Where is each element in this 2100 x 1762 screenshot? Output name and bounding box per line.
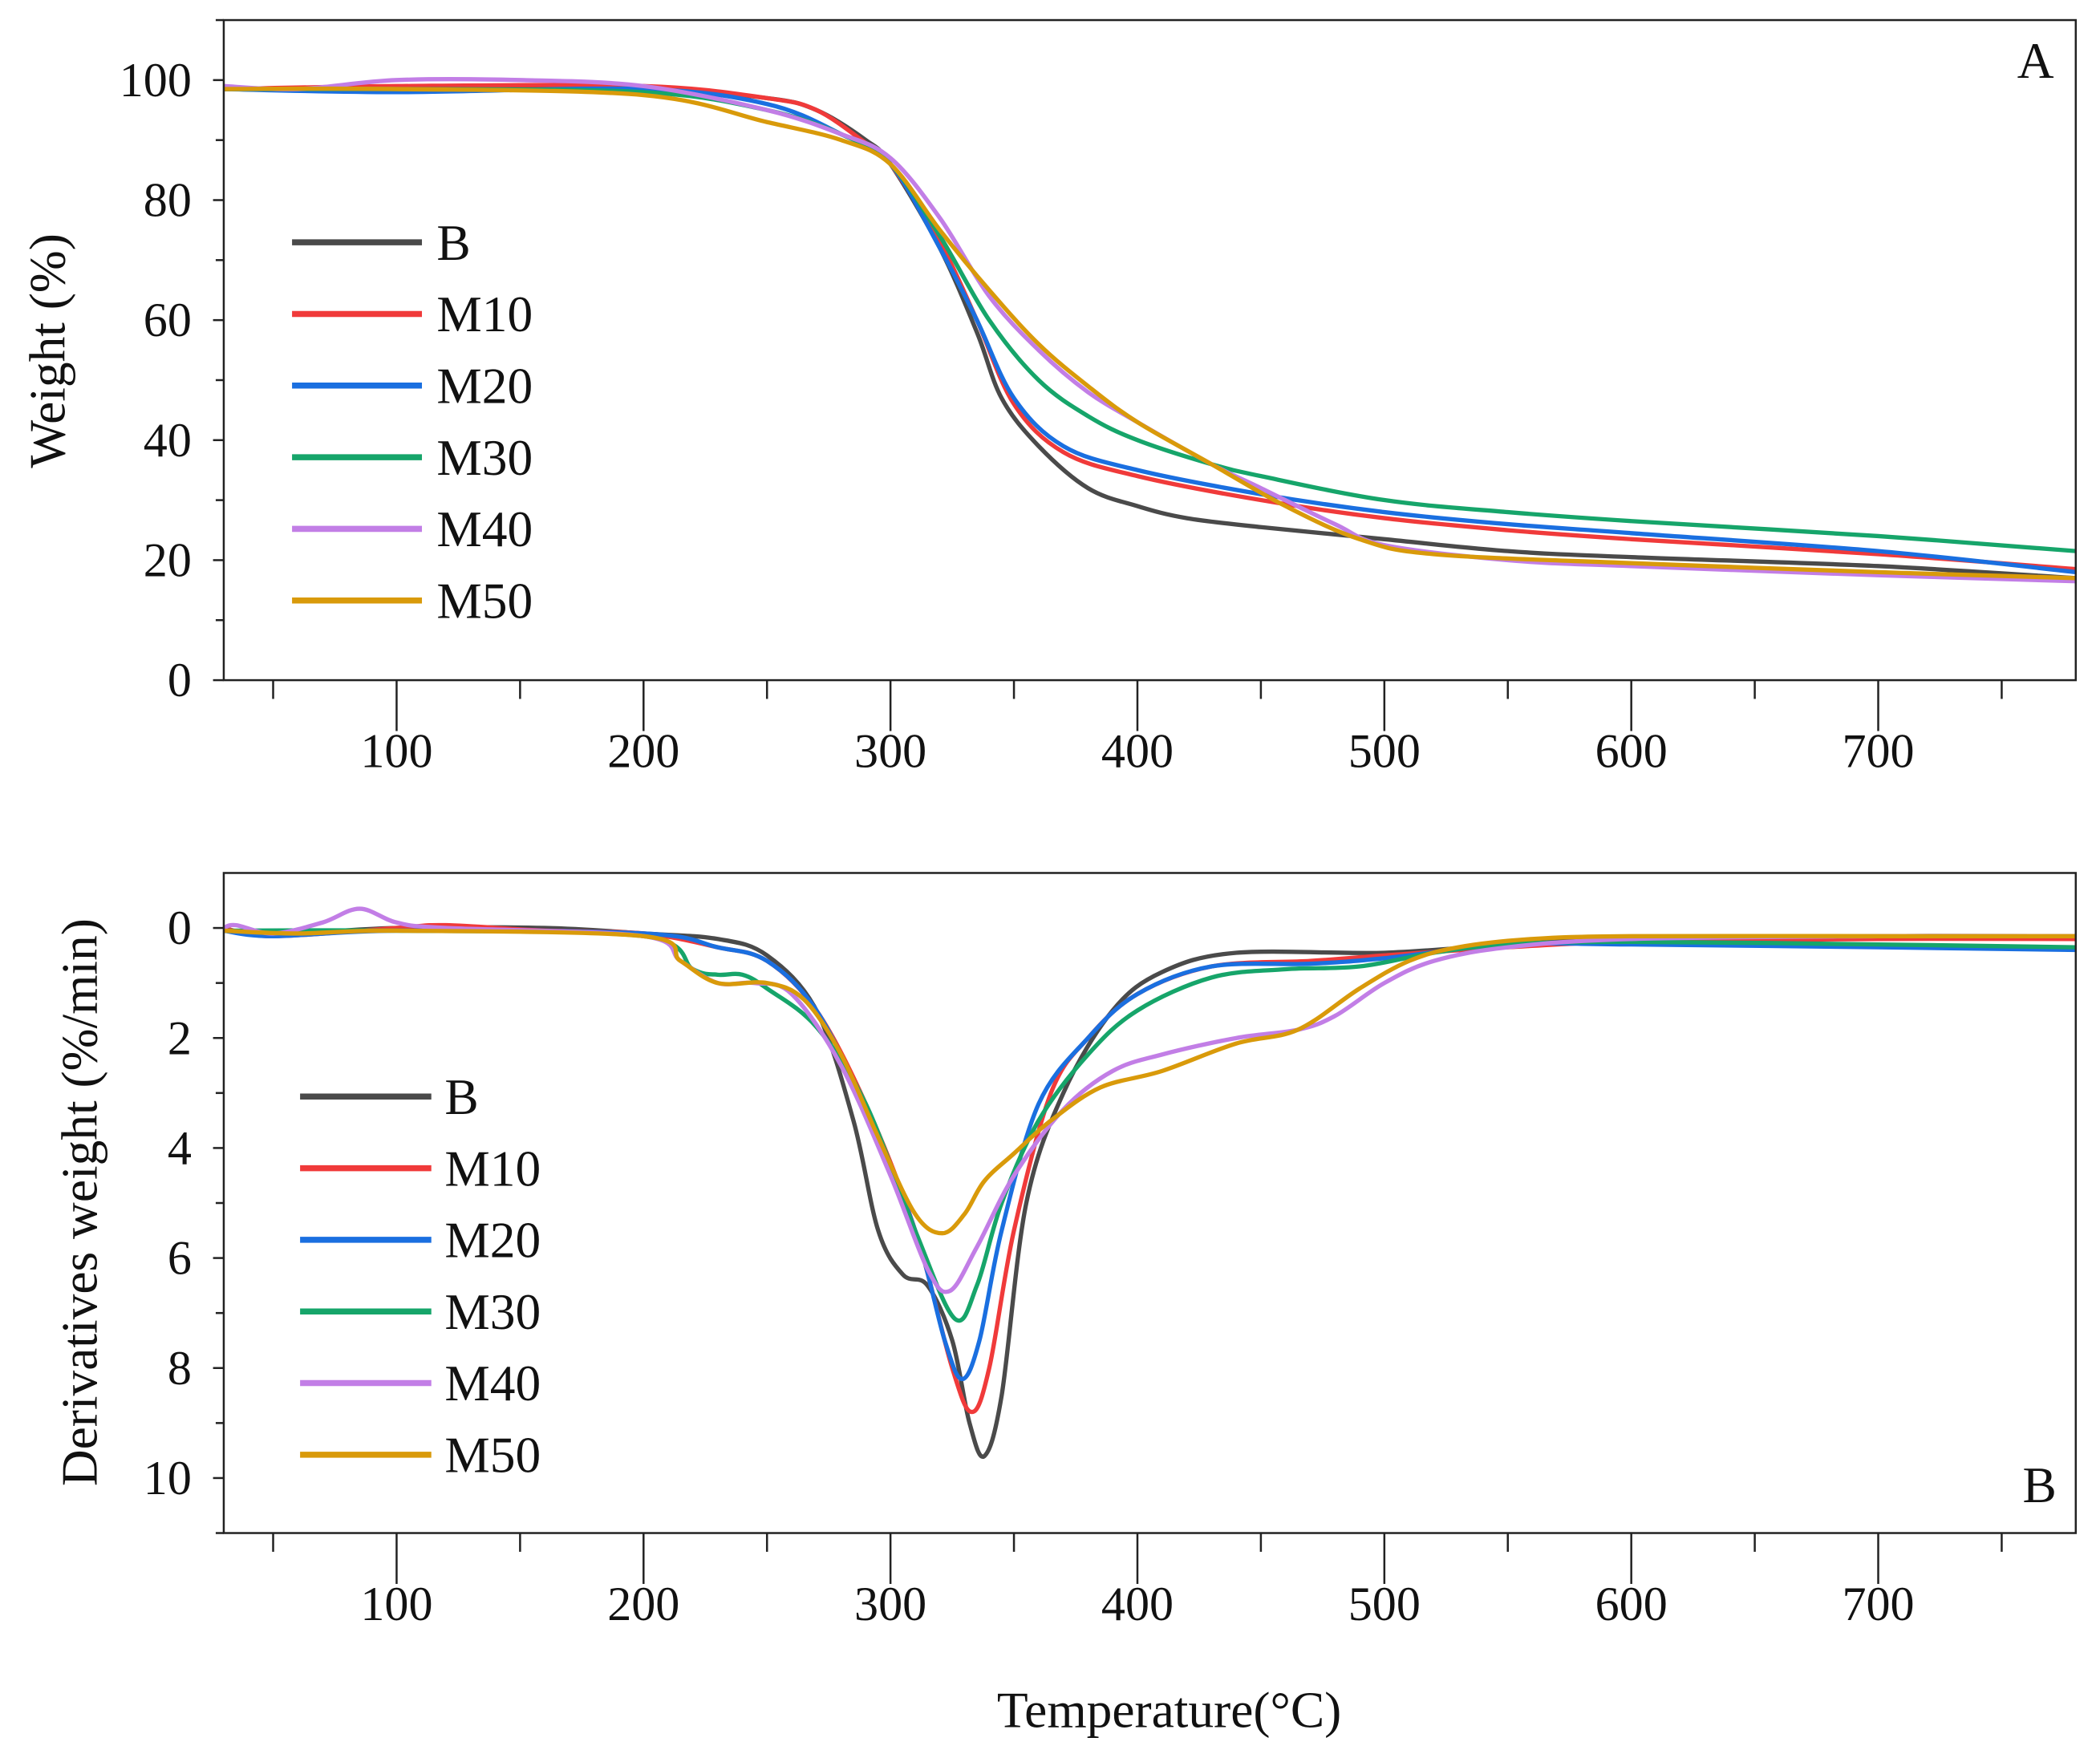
panel-letter-a: A [2017, 32, 2054, 89]
panel-letter-b: B [2023, 1456, 2057, 1513]
series-line-m50 [223, 86, 2076, 581]
series-line-m30 [223, 87, 2076, 553]
legend: B M10 M20 M30 M40 M50 [292, 214, 533, 629]
y-axis-title-b: Derivatives weight (%/min) [51, 918, 107, 1486]
y-tick-label: 20 [144, 533, 192, 587]
x-tick-label: 100 [360, 1578, 432, 1631]
legend-item: M10 [292, 286, 533, 342]
y-tick-label: 0 [168, 901, 192, 955]
x-tick-label: 300 [854, 725, 926, 779]
legend-label: B [436, 214, 470, 271]
legend-label: M50 [444, 1427, 541, 1484]
legend-item: M20 [292, 358, 533, 415]
legend-item: M50 [300, 1427, 541, 1484]
y-tick-label: 80 [144, 174, 192, 228]
legend-label: M20 [436, 358, 533, 415]
y-tick-label: 0 [168, 654, 192, 707]
series-line-m50 [223, 928, 2076, 1236]
series-line-m40 [223, 906, 2076, 1294]
y-tick-label: 100 [120, 54, 192, 107]
y-tick-label: 4 [168, 1121, 192, 1175]
panel-b-dtg: Derivatives weight (%/min) B Temperature… [51, 872, 2078, 1739]
legend-label: M30 [436, 429, 533, 486]
legend-label: M10 [444, 1140, 541, 1197]
x-tick-label: 600 [1595, 1578, 1668, 1631]
legend-item: M20 [300, 1212, 541, 1269]
y-axis-title-a: Weight (%) [18, 233, 75, 468]
y-tick-label: 6 [168, 1232, 192, 1286]
x-tick-label: 200 [607, 725, 679, 779]
x-tick-label: 500 [1348, 725, 1421, 779]
y-tick-label: 10 [144, 1452, 192, 1505]
series-line-m40 [223, 77, 2076, 584]
legend-item: B [300, 1068, 479, 1125]
legend-label: M50 [436, 572, 533, 629]
legend-label: M30 [444, 1283, 541, 1340]
series-line-m10 [223, 83, 2076, 572]
y-tick-label: 2 [168, 1011, 192, 1065]
series-group [223, 906, 2076, 1460]
x-tick-label: 400 [1101, 725, 1174, 779]
legend-label: M10 [436, 286, 533, 342]
legend: B M10 M20 M30 M40 M50 [300, 1068, 541, 1484]
x-axis-title: Temperature(°C) [997, 1682, 1341, 1739]
legend-label: M20 [444, 1212, 541, 1269]
x-tick-label: 600 [1595, 725, 1668, 779]
legend-item: M50 [292, 572, 533, 629]
x-tick-label: 100 [360, 725, 432, 779]
legend-item: M40 [300, 1355, 541, 1412]
series-group [223, 77, 2076, 584]
legend-label: M40 [436, 500, 533, 557]
x-tick-label: 300 [854, 1578, 926, 1631]
x-tick-label: 700 [1842, 725, 1914, 779]
x-tick-label: 700 [1842, 1578, 1914, 1631]
legend-item: M30 [292, 429, 533, 486]
x-tick-label: 500 [1348, 1578, 1421, 1631]
legend-item: M10 [300, 1140, 541, 1197]
y-tick-label: 60 [144, 294, 192, 347]
x-tick-label: 400 [1101, 1578, 1174, 1631]
x-tick-label: 200 [607, 1578, 679, 1631]
legend-label: M40 [444, 1355, 541, 1412]
y-tick-label: 8 [168, 1342, 192, 1395]
legend-label: B [444, 1068, 478, 1125]
legend-item: M40 [292, 500, 533, 557]
y-tick-label: 40 [144, 414, 192, 468]
legend-item: M30 [300, 1283, 541, 1340]
legend-item: B [292, 214, 471, 271]
panel-a-tga: Weight (%) A 100 200 300 400 500 600 700 0 20 40 6… [18, 18, 2078, 779]
plot-frame [222, 18, 2078, 682]
